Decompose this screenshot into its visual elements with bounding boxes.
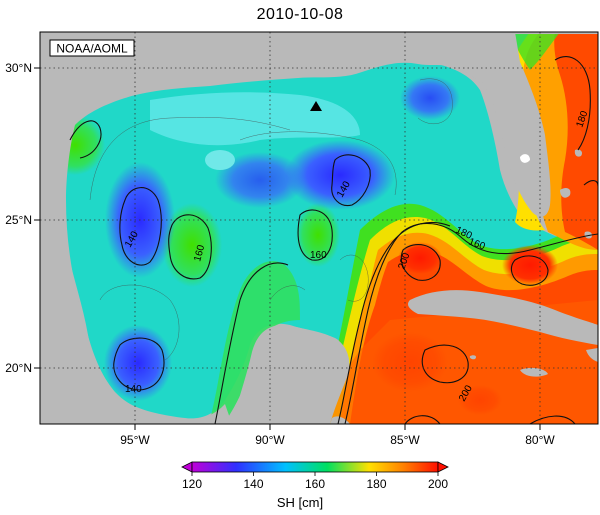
contour-label: 160 <box>310 250 327 261</box>
colorbar: 120 140 160 180 200 <box>181 461 449 491</box>
colorbar-label: SH [cm] <box>276 495 324 510</box>
yucatan <box>232 325 350 424</box>
contour-lines <box>69 55 598 424</box>
lon-tick-label: 80°W <box>525 433 555 447</box>
map-title: 2010-10-08 <box>256 6 344 23</box>
lon-tick-label: 95°W <box>120 433 150 447</box>
colorbar-tick-label: 200 <box>428 477 448 491</box>
colorbar-tick-label: 140 <box>243 477 263 491</box>
us-coast <box>40 32 598 200</box>
graticule <box>40 32 598 424</box>
triangle-marker <box>310 101 322 111</box>
contour-label: 160 <box>192 243 207 262</box>
lat-tick-label: 30°N <box>5 61 32 75</box>
lon-tick-label: 90°W <box>255 433 285 447</box>
cuba <box>407 290 598 345</box>
colorbar-tick-label: 160 <box>305 477 325 491</box>
contour-label: 140 <box>125 384 142 395</box>
colorbar-tick-label: 180 <box>366 477 386 491</box>
colorbar-tick-label: 120 <box>182 477 202 491</box>
map-frame <box>39 31 599 425</box>
florida <box>470 32 551 217</box>
credit-box <box>49 39 135 57</box>
lat-tick-label: 20°N <box>5 361 32 375</box>
lat-tick-label: 25°N <box>5 213 32 227</box>
credit-label: NOAA/AOML <box>56 42 128 56</box>
lon-tick-label: 85°W <box>390 433 420 447</box>
